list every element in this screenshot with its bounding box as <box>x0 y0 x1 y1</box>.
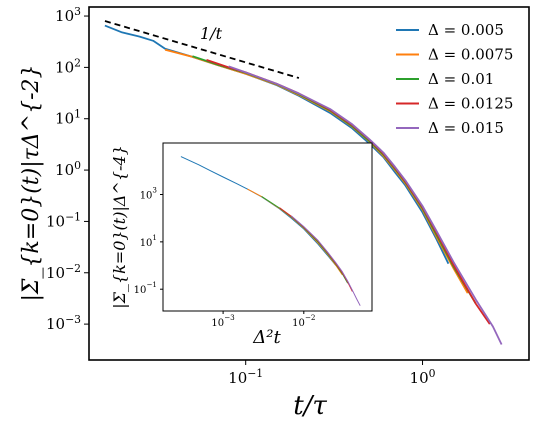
inset-series-line-5 <box>290 215 361 306</box>
main-y-tick-label-2: 102 <box>55 56 81 76</box>
reference-line-1-over-t <box>104 20 300 79</box>
main-y-tick-label-7: 10−3 <box>46 313 81 333</box>
legend-label-5: Δ = 0.015 <box>428 119 504 137</box>
main-y-tick-label-1: 103 <box>55 5 81 25</box>
inset-x-axis-label: Δ²t <box>252 327 281 348</box>
main-series-line-5 <box>228 65 503 345</box>
main-ticks-group: 10−1 100 103 102 101 100 10−1 10−2 10−3 <box>46 5 436 387</box>
inset-series-group <box>180 156 361 306</box>
main-y-tick-label-5: 10−1 <box>46 210 81 230</box>
legend-label-4: Δ = 0.0125 <box>428 95 513 113</box>
main-y-tick-label-3: 101 <box>55 108 81 128</box>
legend: Δ = 0.005 Δ = 0.0075 Δ = 0.01 Δ = 0.0125 Δ =… <box>396 21 513 137</box>
main-series-group <box>104 24 503 345</box>
inset-y-axis-label: |Σ_{k=0}(t)|Δ^{-4} <box>110 145 129 309</box>
inset-plot-frame <box>162 142 373 312</box>
legend-label-1: Δ = 0.005 <box>428 21 504 39</box>
reference-line-label: 1/t <box>200 24 223 43</box>
legend-label-2: Δ = 0.0075 <box>428 46 513 64</box>
main-x-tick-label-1: 10−1 <box>228 367 263 387</box>
x-axis-label: t/τ <box>293 391 327 421</box>
main-y-tick-label-6: 10−2 <box>46 262 81 282</box>
main-y-tick-label-4: 100 <box>55 159 81 179</box>
legend-label-3: Δ = 0.01 <box>428 70 494 88</box>
y-axis-label: |Σ_{k=0}(t)|τΔ^{-2} <box>19 64 44 301</box>
main-x-tick-label-2: 100 <box>410 367 436 387</box>
